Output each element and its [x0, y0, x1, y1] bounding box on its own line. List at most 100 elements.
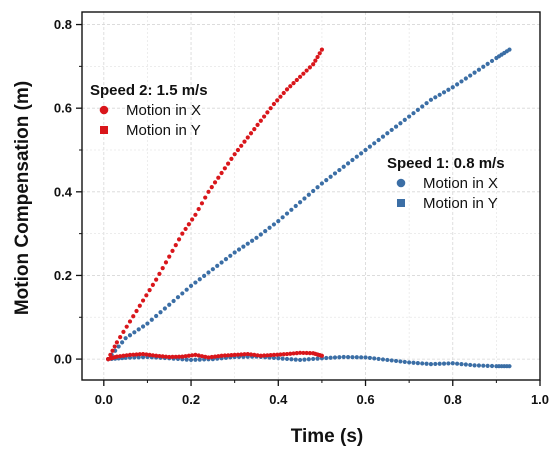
data-point [229, 353, 234, 358]
legend-marker-square [100, 126, 108, 134]
data-point [162, 306, 167, 311]
data-point [301, 350, 306, 356]
data-point [275, 98, 280, 103]
data-point [226, 353, 231, 358]
data-point [441, 361, 447, 366]
data-point [167, 254, 172, 259]
data-point [345, 161, 351, 166]
data-point [297, 350, 303, 355]
data-point [212, 354, 218, 359]
data-point [202, 273, 207, 278]
data-point [319, 181, 325, 186]
data-point [120, 340, 125, 345]
data-point [271, 101, 277, 107]
data-point [315, 54, 320, 60]
data-point [248, 352, 254, 357]
y-tick-label: 0.2 [54, 268, 72, 283]
data-point [158, 310, 163, 315]
data-point [184, 357, 189, 362]
data-point [252, 352, 257, 358]
data-point [193, 357, 198, 362]
legend-1: Speed 1: 0.8 m/s Motion in X Motion in Y [387, 155, 505, 212]
legend-label: Motion in X [423, 175, 498, 192]
data-point [468, 73, 473, 78]
data-point [173, 354, 178, 359]
data-point [118, 335, 123, 340]
data-point [280, 215, 285, 220]
data-point [210, 267, 215, 272]
x-tick-label: 0.2 [182, 392, 200, 407]
data-point [507, 47, 512, 52]
data-point [132, 330, 137, 335]
legend-label: Motion in Y [423, 195, 498, 212]
data-point [216, 354, 221, 359]
data-point [232, 152, 237, 157]
data-point [134, 308, 139, 314]
data-point [154, 353, 159, 358]
x-tick-label: 0.8 [444, 392, 462, 407]
data-point [293, 203, 298, 209]
x-tick-label: 0.4 [269, 392, 288, 407]
data-point [359, 151, 364, 156]
data-point [297, 74, 303, 79]
data-point [304, 350, 309, 356]
data-point [147, 287, 152, 293]
data-point [140, 324, 146, 329]
data-point [328, 355, 333, 360]
data-point [180, 231, 185, 236]
data-point [255, 353, 260, 358]
data-point [186, 353, 191, 358]
data-point [235, 147, 241, 153]
data-point [265, 353, 270, 358]
data-point [289, 357, 294, 362]
data-point [170, 248, 175, 253]
legend-label: Motion in Y [126, 122, 201, 139]
data-point [235, 352, 241, 357]
data-point [219, 170, 224, 176]
data-point [311, 356, 316, 362]
data-point [437, 361, 442, 366]
data-point [337, 167, 342, 173]
data-point [476, 67, 482, 72]
data-point [324, 178, 329, 183]
data-point [350, 355, 355, 360]
data-point [239, 143, 244, 148]
data-point [306, 357, 311, 362]
data-point [262, 114, 267, 119]
data-point [206, 189, 211, 194]
data-point [209, 185, 214, 190]
data-point [140, 351, 146, 357]
data-point [199, 201, 205, 206]
data-point [288, 351, 293, 356]
data-point [242, 352, 247, 357]
data-point [332, 171, 338, 176]
data-point [271, 355, 277, 361]
data-point [228, 253, 233, 258]
data-point [313, 58, 318, 63]
data-point [275, 352, 280, 357]
data-point [176, 354, 182, 359]
data-point [428, 97, 434, 102]
data-point [196, 206, 201, 212]
data-point [271, 222, 277, 227]
data-point [476, 363, 482, 368]
data-point [242, 139, 247, 144]
data-point [315, 356, 320, 361]
data-point [248, 131, 254, 136]
data-point [415, 107, 420, 112]
data-point [389, 127, 394, 133]
data-point [372, 141, 377, 146]
data-point [114, 340, 119, 345]
data-point [241, 244, 246, 249]
data-point [459, 79, 464, 84]
data-point [223, 257, 229, 262]
data-point [350, 157, 355, 163]
data-point [289, 207, 294, 212]
legend-title: Speed 2: 1.5 m/s [90, 82, 208, 99]
data-point [226, 161, 231, 166]
plot-frame [81, 11, 541, 381]
data-point [268, 106, 273, 111]
data-point [197, 277, 202, 282]
y-tick-label: 0.4 [54, 184, 73, 199]
